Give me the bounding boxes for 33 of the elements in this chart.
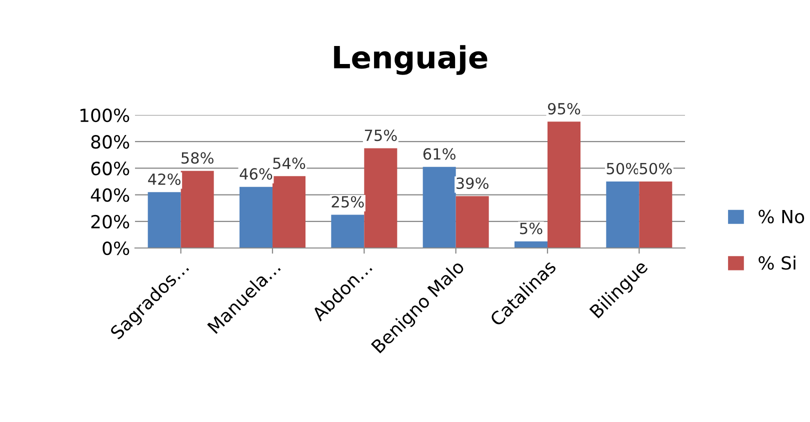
y-tick-label: 40%	[90, 188, 130, 202]
bar	[180, 170, 214, 248]
y-tick-label: 80%	[91, 135, 130, 149]
data-label: 50%	[606, 162, 639, 174]
bar	[331, 214, 364, 248]
bar	[240, 186, 272, 248]
bar	[422, 166, 456, 248]
data-label: 39%	[456, 177, 488, 190]
data-label: 5%	[520, 222, 542, 234]
data-label: 46%	[240, 168, 272, 180]
legend-label: % No	[758, 210, 804, 224]
data-label: 58%	[182, 152, 214, 164]
data-label: 25%	[332, 196, 364, 208]
chart-title: Lenguaje	[334, 45, 488, 75]
bar	[272, 176, 306, 248]
y-tick-label: 60%	[91, 162, 130, 176]
bar	[548, 122, 580, 248]
bar	[606, 182, 640, 248]
data-label: 42%	[148, 173, 180, 186]
data-label: 95%	[548, 102, 580, 115]
bar	[639, 182, 672, 248]
y-tick-label: 0%	[102, 241, 130, 256]
bar	[456, 196, 489, 248]
bar	[514, 241, 548, 248]
data-label: 50%	[640, 162, 672, 174]
data-label: 75%	[364, 130, 397, 142]
data-label: 54%	[273, 157, 306, 170]
bar	[148, 192, 181, 248]
y-tick-label: 20%	[91, 214, 130, 229]
bar	[364, 148, 398, 248]
data-label: 61%	[423, 148, 456, 160]
y-tick-label: 100%	[80, 108, 130, 122]
legend-label: % Si	[758, 256, 796, 270]
